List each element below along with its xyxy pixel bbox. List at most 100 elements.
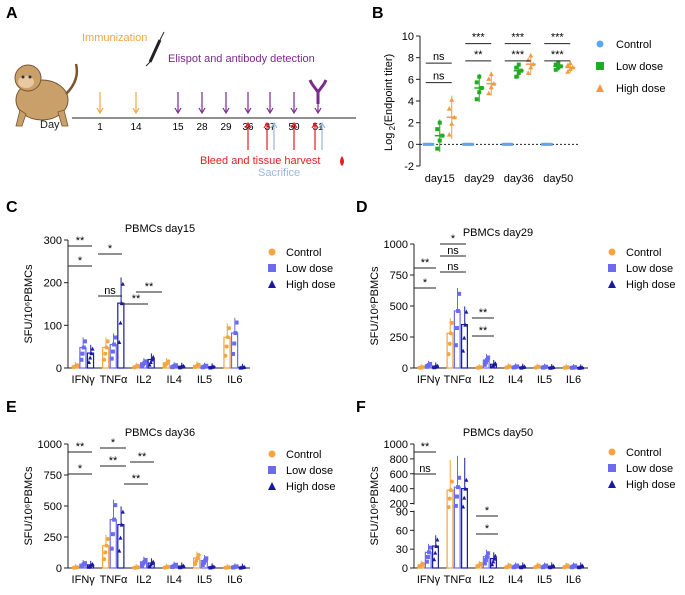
data-point [427, 142, 432, 146]
data-point [449, 97, 455, 102]
data-point [486, 76, 492, 81]
data-point [488, 71, 494, 77]
data-point [173, 363, 178, 368]
legend-marker [608, 448, 616, 456]
data-point [181, 363, 186, 368]
data-point [449, 479, 454, 484]
y-axis-label: SFU/10⁶PBMCs [369, 466, 381, 546]
x-tick-label: TNFα [444, 374, 472, 386]
panel-letter-e: E [6, 399, 17, 416]
data-point [242, 564, 247, 569]
data-point [81, 345, 86, 350]
arrowhead [318, 121, 326, 129]
arrowhead [244, 121, 252, 129]
data-point [451, 114, 457, 120]
significance-label: ** [109, 455, 118, 467]
data-point [103, 351, 108, 356]
syringe-icon [145, 31, 165, 67]
y-axis-label: Log 2(Endpoint titer) [383, 54, 397, 151]
data-point [105, 339, 110, 344]
data-point [446, 352, 451, 357]
data-point [143, 359, 148, 364]
data-point [440, 133, 445, 138]
bar [453, 310, 461, 369]
arrowhead [132, 107, 140, 115]
legend-marker [596, 40, 604, 48]
bar [461, 324, 468, 369]
bar [223, 336, 231, 369]
data-point [151, 559, 156, 564]
data-point [118, 535, 123, 540]
x-tick-label: IL6 [227, 374, 242, 386]
data-point [551, 365, 556, 370]
panel-letter-b: B [372, 5, 384, 22]
data-point [231, 352, 236, 357]
data-point [490, 562, 495, 567]
data-point [506, 142, 511, 146]
data-point [112, 342, 117, 347]
x-tick-label: IL4 [167, 574, 182, 586]
x-tick-label: IL5 [197, 374, 212, 386]
chart-d: PBMCs day29 SFU/10⁶PBMCs 0 250 500 750 1000 IFN… [369, 227, 676, 386]
significance-label: * [485, 523, 490, 535]
data-point [90, 346, 95, 351]
data-point [79, 357, 84, 362]
x-tick-label: IFNγ [417, 574, 441, 586]
legend-label: Low dose [286, 465, 333, 477]
data-point [474, 97, 479, 102]
blood-drop-icon [340, 156, 344, 166]
significance-label: ** [132, 473, 141, 485]
chart-title: PBMCs day50 [463, 427, 533, 439]
data-point [536, 563, 541, 568]
legend-label: Control [626, 447, 661, 459]
bar [117, 523, 125, 569]
x-tick-label: day50 [543, 173, 573, 185]
data-point [435, 363, 440, 368]
data-point [453, 503, 458, 508]
y-axis-label: SFU/10⁶PBMCs [23, 466, 35, 546]
data-point [456, 485, 461, 490]
y-tick-label: 10 [402, 31, 414, 43]
significance-label: ** [76, 235, 85, 247]
data-point [420, 365, 425, 370]
significance-label: * [108, 243, 113, 255]
legend-label: Control [626, 247, 661, 259]
bar [453, 486, 461, 569]
data-point [90, 561, 95, 566]
y-tick-label: 750 [390, 270, 408, 282]
data-point [482, 561, 487, 566]
x-tick-label: IFNγ [72, 574, 96, 586]
data-point [110, 532, 115, 537]
arrowhead [244, 107, 252, 115]
data-point [448, 331, 453, 336]
data-point [448, 488, 453, 493]
chart-title: PBMCs day29 [463, 227, 533, 239]
y-tick-label: 200 [44, 278, 62, 290]
data-point [467, 142, 472, 146]
x-tick-label: IL4 [167, 374, 182, 386]
significance-label: ** [145, 281, 154, 293]
y-tick-label: 1000 [38, 439, 62, 451]
data-point [425, 142, 430, 146]
significance-label: * [111, 437, 116, 449]
data-point [435, 127, 440, 132]
significance-label: ** [479, 325, 488, 337]
data-point [203, 558, 208, 563]
data-point [456, 308, 461, 313]
arrowhead [96, 107, 104, 115]
data-point [120, 281, 125, 286]
significance-label: *** [511, 49, 525, 61]
data-point [543, 142, 548, 146]
timeline-day-label: 28 [196, 122, 208, 133]
chart-title: PBMCs day36 [125, 427, 195, 439]
data-point [424, 559, 429, 564]
data-point [200, 563, 205, 568]
data-point [544, 364, 549, 369]
legend-marker [268, 280, 276, 288]
arrowhead [174, 107, 182, 115]
legend-label: High dose [286, 481, 336, 493]
data-point [580, 563, 585, 568]
panel-letter-d: D [356, 199, 368, 216]
legend-label: High dose [626, 479, 676, 491]
